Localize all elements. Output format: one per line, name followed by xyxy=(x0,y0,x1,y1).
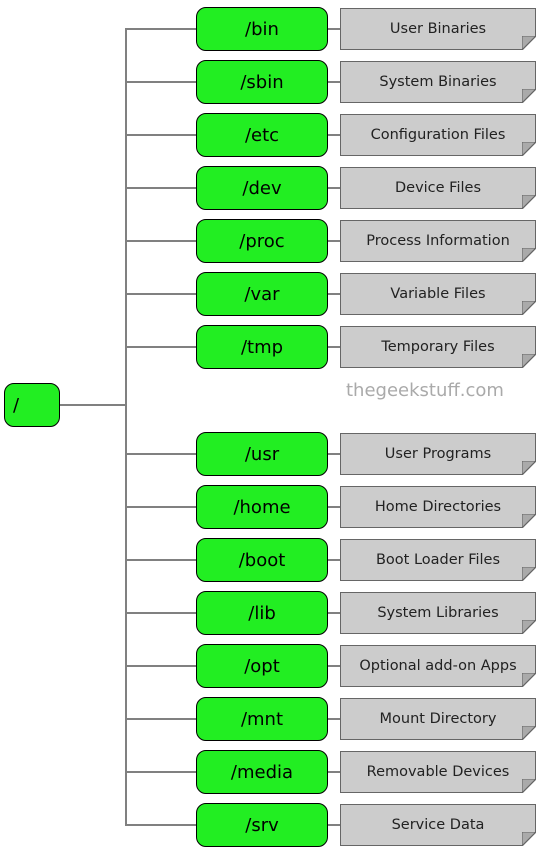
connector xyxy=(125,81,196,83)
dir-label: /bin xyxy=(245,19,279,40)
dir-label: /mnt xyxy=(241,709,283,730)
dir-node: /lib xyxy=(196,591,328,635)
connector xyxy=(328,346,340,348)
desc-note: Service Data xyxy=(340,804,536,846)
watermark: thegeekstuff.com xyxy=(346,380,504,401)
desc-label: Service Data xyxy=(392,817,485,833)
dir-node: /usr xyxy=(196,432,328,476)
dir-node: /etc xyxy=(196,113,328,157)
desc-note: Configuration Files xyxy=(340,114,536,156)
desc-note: Process Information xyxy=(340,220,536,262)
desc-note: Removable Devices xyxy=(340,751,536,793)
desc-note: Home Directories xyxy=(340,486,536,528)
connector xyxy=(125,771,196,773)
dir-node: /mnt xyxy=(196,697,328,741)
connector xyxy=(328,134,340,136)
dir-node: /var xyxy=(196,272,328,316)
dir-label: /dev xyxy=(242,178,281,199)
desc-label: Variable Files xyxy=(390,286,485,302)
connector xyxy=(328,665,340,667)
connector xyxy=(125,28,127,826)
desc-note: User Programs xyxy=(340,433,536,475)
dir-node: /home xyxy=(196,485,328,529)
connector xyxy=(125,559,196,561)
dir-label: /srv xyxy=(245,815,279,836)
dir-node: /proc xyxy=(196,219,328,263)
desc-note: Optional add-on Apps xyxy=(340,645,536,687)
dir-node: /tmp xyxy=(196,325,328,369)
dir-label: /opt xyxy=(244,656,280,677)
desc-note: Mount Directory xyxy=(340,698,536,740)
connector xyxy=(328,506,340,508)
desc-note: Boot Loader Files xyxy=(340,539,536,581)
desc-note: User Binaries xyxy=(340,8,536,50)
dir-label: /etc xyxy=(245,125,279,146)
connector xyxy=(125,665,196,667)
dir-label: /home xyxy=(233,497,290,518)
connector xyxy=(328,771,340,773)
dir-label: /var xyxy=(244,284,279,305)
desc-label: Home Directories xyxy=(375,499,501,515)
dir-label: /proc xyxy=(239,231,284,252)
desc-note: Variable Files xyxy=(340,273,536,315)
desc-label: Configuration Files xyxy=(371,127,506,143)
desc-note: Device Files xyxy=(340,167,536,209)
connector xyxy=(60,404,126,406)
connector xyxy=(125,346,196,348)
connector xyxy=(125,187,196,189)
desc-label: Mount Directory xyxy=(380,711,497,727)
connector xyxy=(328,453,340,455)
connector xyxy=(125,453,196,455)
desc-note: System Libraries xyxy=(340,592,536,634)
desc-label: Device Files xyxy=(395,180,481,196)
dir-node: /bin xyxy=(196,7,328,51)
dir-label: /sbin xyxy=(240,72,283,93)
connector xyxy=(125,293,196,295)
desc-label: System Libraries xyxy=(377,605,498,621)
dir-node: /srv xyxy=(196,803,328,847)
fs-tree-diagram: / /bin User Binaries /sbin System Binaries… xyxy=(0,0,558,813)
desc-label: User Binaries xyxy=(390,21,486,37)
desc-label: User Programs xyxy=(385,446,491,462)
connector xyxy=(328,81,340,83)
connector xyxy=(125,612,196,614)
dir-label: /lib xyxy=(248,603,276,624)
connector xyxy=(328,718,340,720)
connector xyxy=(125,718,196,720)
connector xyxy=(328,28,340,30)
connector xyxy=(125,240,196,242)
dir-node: /boot xyxy=(196,538,328,582)
dir-label: /boot xyxy=(239,550,286,571)
connector xyxy=(328,612,340,614)
dir-label: /usr xyxy=(245,444,279,465)
desc-label: Boot Loader Files xyxy=(376,552,500,568)
connector xyxy=(125,506,196,508)
root-label: / xyxy=(13,395,19,416)
dir-node: /opt xyxy=(196,644,328,688)
connector xyxy=(328,240,340,242)
dir-node: /sbin xyxy=(196,60,328,104)
connector xyxy=(125,134,196,136)
desc-label: Temporary Files xyxy=(381,339,494,355)
connector xyxy=(125,824,196,826)
desc-note: System Binaries xyxy=(340,61,536,103)
connector xyxy=(328,187,340,189)
desc-label: System Binaries xyxy=(379,74,496,90)
desc-label: Removable Devices xyxy=(367,764,510,780)
desc-note: Temporary Files xyxy=(340,326,536,368)
desc-label: Optional add-on Apps xyxy=(359,658,516,674)
connector xyxy=(328,293,340,295)
dir-node: /dev xyxy=(196,166,328,210)
connector xyxy=(125,28,196,30)
dir-label: /tmp xyxy=(241,337,283,358)
watermark-text: thegeekstuff.com xyxy=(346,380,504,401)
desc-label: Process Information xyxy=(366,233,510,249)
connector xyxy=(328,824,340,826)
connector xyxy=(328,559,340,561)
dir-label: /media xyxy=(231,762,293,783)
root-node: / xyxy=(4,383,60,427)
dir-node: /media xyxy=(196,750,328,794)
